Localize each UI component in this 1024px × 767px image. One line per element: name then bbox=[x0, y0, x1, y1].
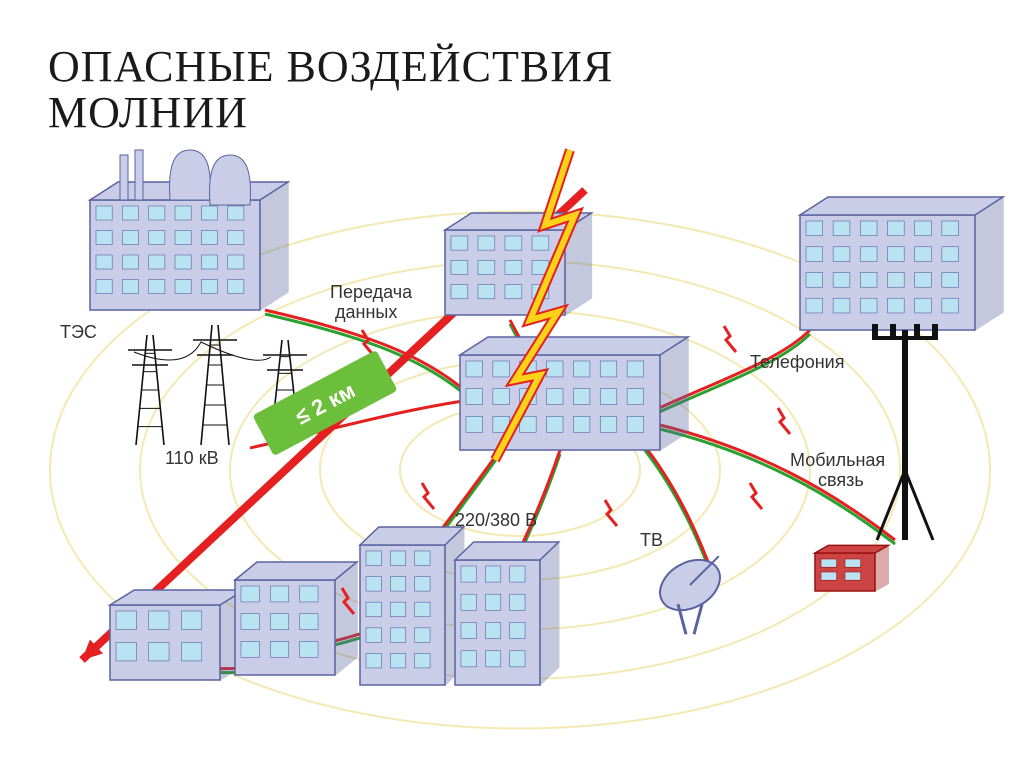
diagram-stage: ОПАСНЫЕ ВОЗДЕЙСТВИЯ МОЛНИИ ≤ 2 км ТЭС110… bbox=[0, 0, 1024, 767]
label-kv110: 110 кВ bbox=[165, 448, 219, 469]
building-apt_c2 bbox=[455, 542, 559, 685]
spark-icon bbox=[750, 483, 762, 509]
label-mobile2: связь bbox=[818, 470, 864, 491]
building-red_box bbox=[815, 545, 888, 591]
pylon bbox=[128, 335, 172, 445]
distance-badge: ≤ 2 км bbox=[252, 350, 397, 456]
spark-icon bbox=[778, 408, 790, 434]
label-tv: ТВ bbox=[640, 530, 663, 551]
powerplant-extras bbox=[120, 150, 250, 205]
building-powerplant bbox=[90, 182, 288, 310]
satellite-dish bbox=[651, 550, 729, 635]
label-tes: ТЭС bbox=[60, 322, 97, 343]
label-data: Передача bbox=[330, 282, 412, 303]
pylon bbox=[193, 325, 237, 445]
diagram-svg: ≤ 2 км bbox=[0, 0, 1024, 767]
building-factory bbox=[460, 337, 688, 450]
building-office_r bbox=[800, 197, 1003, 330]
building-apt_c1 bbox=[360, 527, 464, 685]
building-res_l2 bbox=[235, 562, 357, 675]
building-res_l1 bbox=[110, 590, 244, 680]
label-v220: 220/380 В bbox=[455, 510, 537, 531]
label-data2: данных bbox=[335, 302, 397, 323]
cell-tower bbox=[872, 324, 938, 540]
label-phone: Телефония bbox=[750, 352, 844, 373]
label-mobile1: Мобильная bbox=[790, 450, 885, 471]
spark-icon bbox=[422, 483, 434, 509]
spark-icon bbox=[724, 326, 736, 352]
